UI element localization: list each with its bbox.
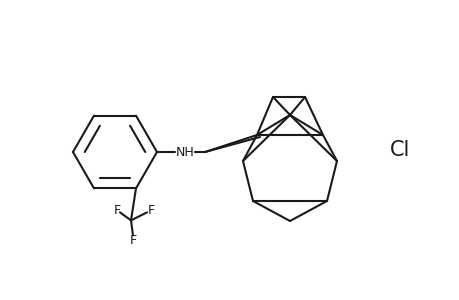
Text: Cl: Cl: [389, 140, 409, 160]
Text: F: F: [113, 204, 120, 217]
Text: NH: NH: [175, 146, 194, 158]
Text: F: F: [147, 204, 154, 217]
Text: F: F: [129, 234, 136, 247]
